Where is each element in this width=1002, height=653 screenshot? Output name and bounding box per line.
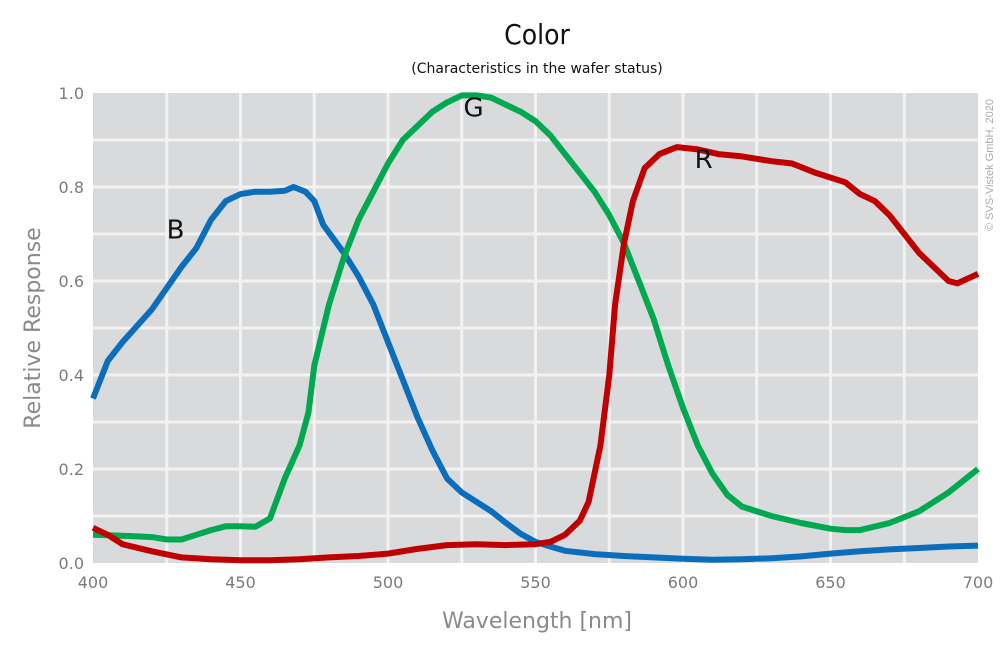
y-axis-label: Relative Response — [21, 227, 46, 428]
y-tick-label: 1.0 — [59, 84, 84, 103]
y-tick-label: 0.8 — [59, 178, 84, 197]
series-label-G: G — [463, 94, 483, 124]
y-tick-label: 0.0 — [59, 554, 84, 573]
x-tick-label: 550 — [520, 573, 551, 592]
series-line-G — [92, 92, 980, 543]
x-tick-label: 700 — [963, 573, 994, 592]
series-label-B: B — [167, 216, 185, 246]
y-tick-label: 0.4 — [59, 366, 84, 385]
x-tick-label: 500 — [373, 573, 404, 592]
x-tick-label: 600 — [668, 573, 699, 592]
x-tick-label: 450 — [225, 573, 256, 592]
chart-subtitle: (Characteristics in the wafer status) — [411, 61, 662, 77]
series-lines — [90, 92, 980, 564]
x-tick-label: 650 — [815, 573, 846, 592]
chart-title: Color — [504, 18, 570, 51]
x-axis-label: Wavelength [nm] — [442, 609, 632, 634]
tick-labels: 400 450 500 550 600 650 700 0.0 0.2 0.4 0.6 0.8 1.0 — [59, 84, 994, 592]
series-label-R: R — [695, 145, 713, 175]
y-tick-label: 0.2 — [59, 460, 84, 479]
series-line-B — [90, 184, 979, 563]
copyright-notice: © SVS-Vistek GmbH, 2020 — [984, 99, 996, 231]
grid — [93, 93, 978, 563]
x-tick-label: 400 — [78, 573, 109, 592]
y-tick-label: 0.6 — [59, 272, 84, 291]
series-labels: B G R — [167, 94, 713, 246]
series-line-R — [91, 144, 980, 564]
